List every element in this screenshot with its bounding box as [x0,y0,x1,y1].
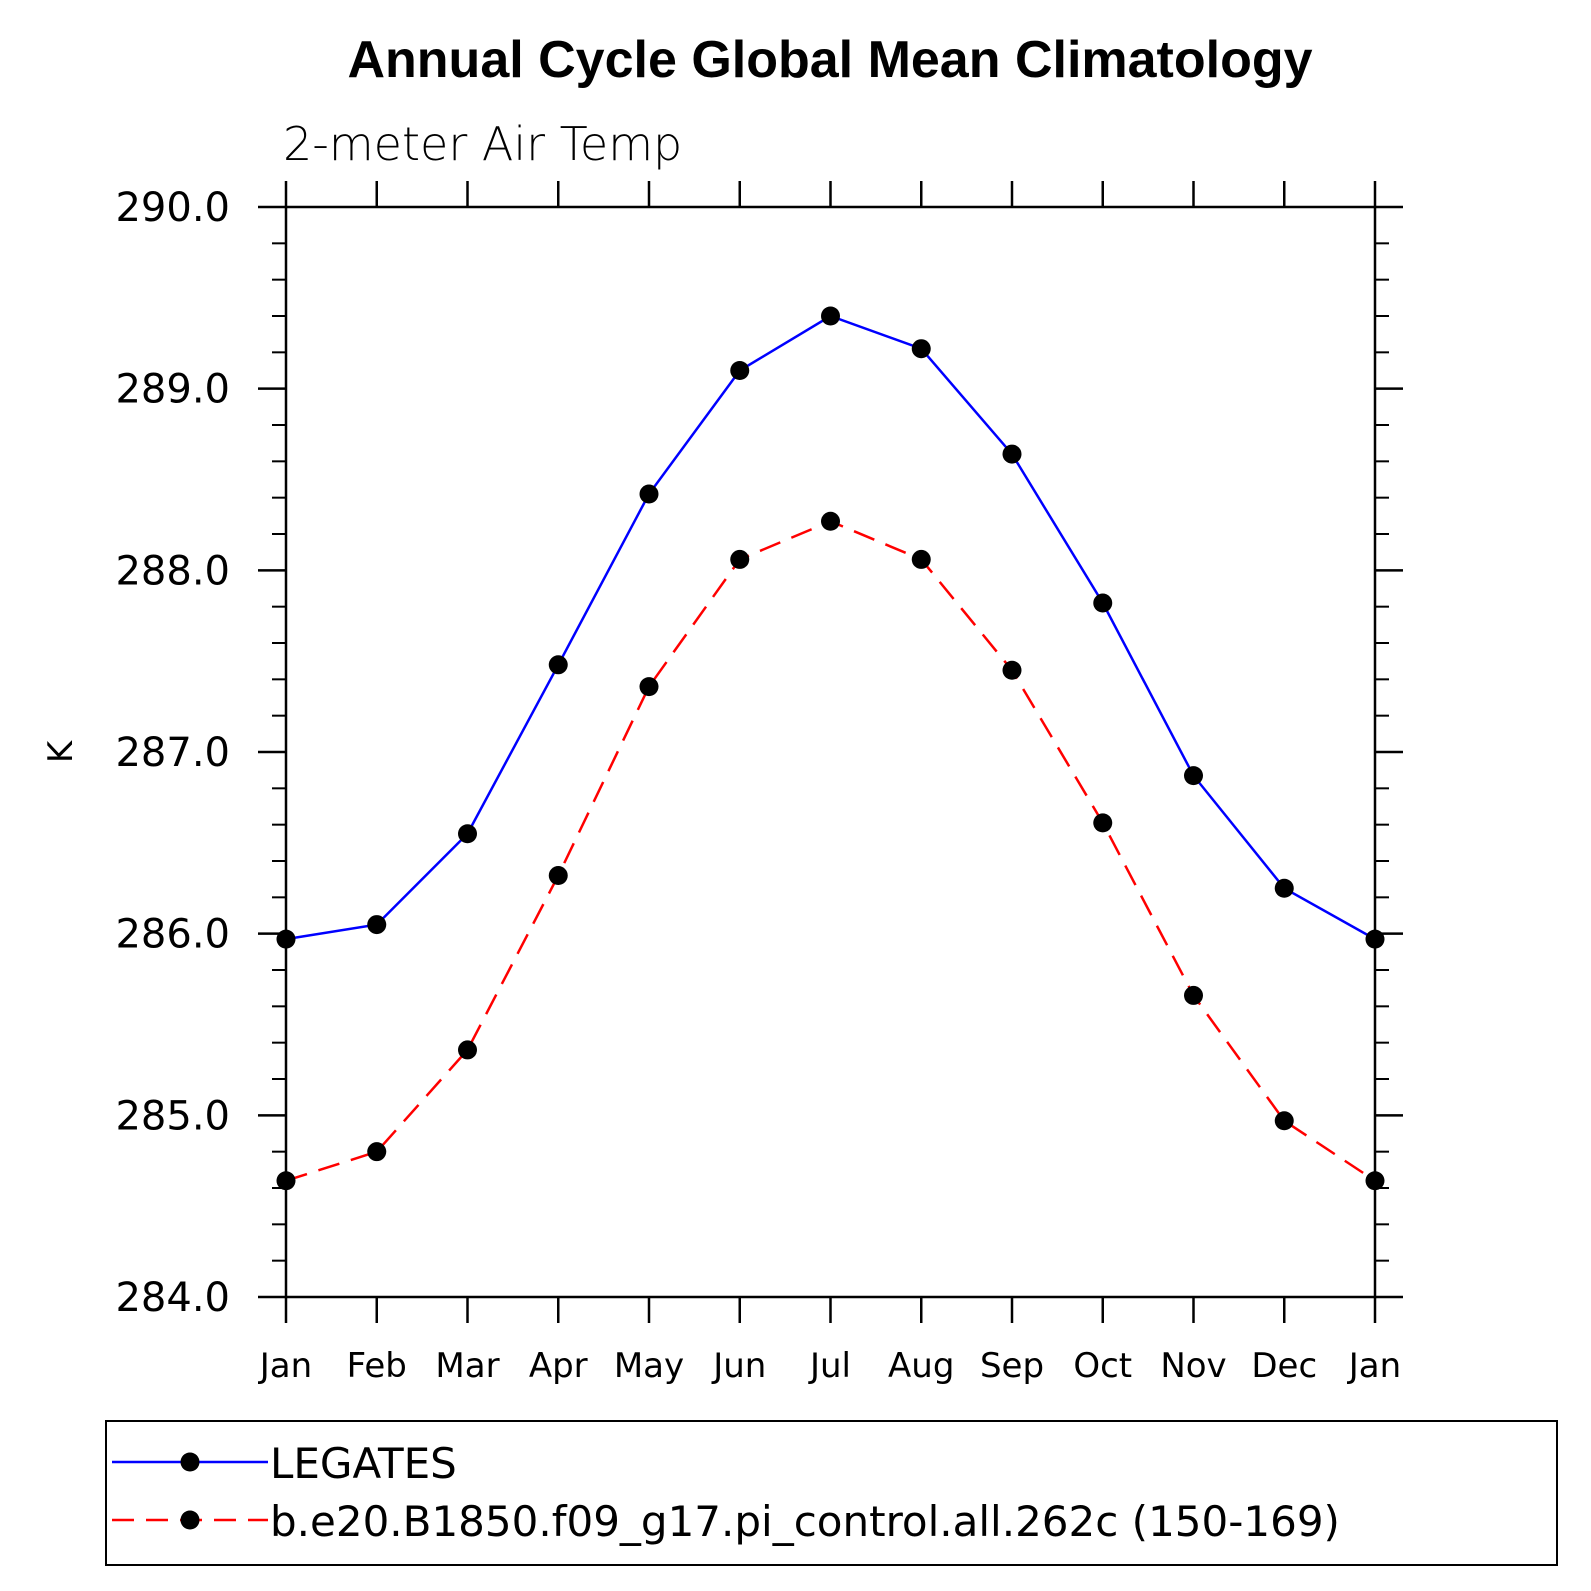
y-tick-labels: 284.0 285.0 286.0 287.0 288.0 289.0 290.0 [115,185,230,1321]
data-point [1184,766,1203,786]
data-point [1093,593,1113,613]
data-point [367,915,387,935]
y-tick-label: 287.0 [115,730,230,776]
axis-ticks [258,181,1403,1323]
legend-box [105,1420,1558,1566]
series-line-0 [285,314,1376,941]
legend-label: b.e20.B1850.f09_g17.pi_control.all.262c … [270,1497,1340,1546]
y-tick-label: 284.0 [115,1275,230,1321]
x-tick-labels: Jan Feb Mar Apr May Jun Jul Aug Sep Oct Nov Dec Jan [258,1346,1401,1386]
y-tick-label: 286.0 [115,912,230,958]
data-point [639,484,659,504]
x-tick-label: Apr [529,1346,588,1386]
data-point [548,866,568,886]
x-tick-label: Nov [1160,1346,1226,1386]
y-tick-label: 289.0 [115,367,230,413]
data-point [458,1040,477,1060]
data-point [458,824,477,844]
chart-subtitle: 2-meter Air Temp [283,117,682,171]
data-point [1274,1111,1294,1131]
x-tick-label: Jan [1347,1346,1401,1386]
data-point [911,549,931,569]
data-point [367,1142,387,1162]
x-tick-label: Jun [711,1346,766,1386]
data-point [1002,660,1022,680]
data-point [1002,444,1022,464]
legend-label: LEGATES [270,1439,457,1488]
series-layer [276,306,1385,1191]
y-axis-label: K [41,739,81,763]
x-tick-label: Feb [347,1346,407,1386]
data-point [1093,813,1113,833]
x-tick-label: Jan [258,1346,312,1386]
data-point [1274,878,1294,898]
data-point [821,511,840,531]
x-tick-label: Sep [980,1346,1044,1386]
chart-title: Annual Cycle Global Mean Climatology [347,31,1312,89]
x-tick-label: May [614,1346,684,1386]
x-tick-label: Aug [888,1346,954,1386]
x-tick-label: Oct [1073,1346,1132,1386]
data-point [730,361,750,380]
legend-marker [180,1452,200,1472]
data-point [639,677,659,697]
x-tick-label: Mar [435,1346,499,1386]
data-point [730,549,750,569]
legend-marker [180,1510,200,1530]
x-tick-label: Jul [808,1346,851,1386]
legend: LEGATES b.e20.B1850.f09_g17.pi_control.al… [105,1420,1558,1566]
data-point [548,655,568,675]
x-tick-label: Dec [1251,1346,1317,1386]
y-tick-label: 285.0 [115,1093,230,1139]
y-tick-label: 290.0 [115,185,230,231]
data-point [821,306,840,326]
plot-frame [284,205,1377,1299]
y-tick-label: 288.0 [115,548,230,594]
data-point [911,339,931,359]
data-point [1184,985,1203,1005]
